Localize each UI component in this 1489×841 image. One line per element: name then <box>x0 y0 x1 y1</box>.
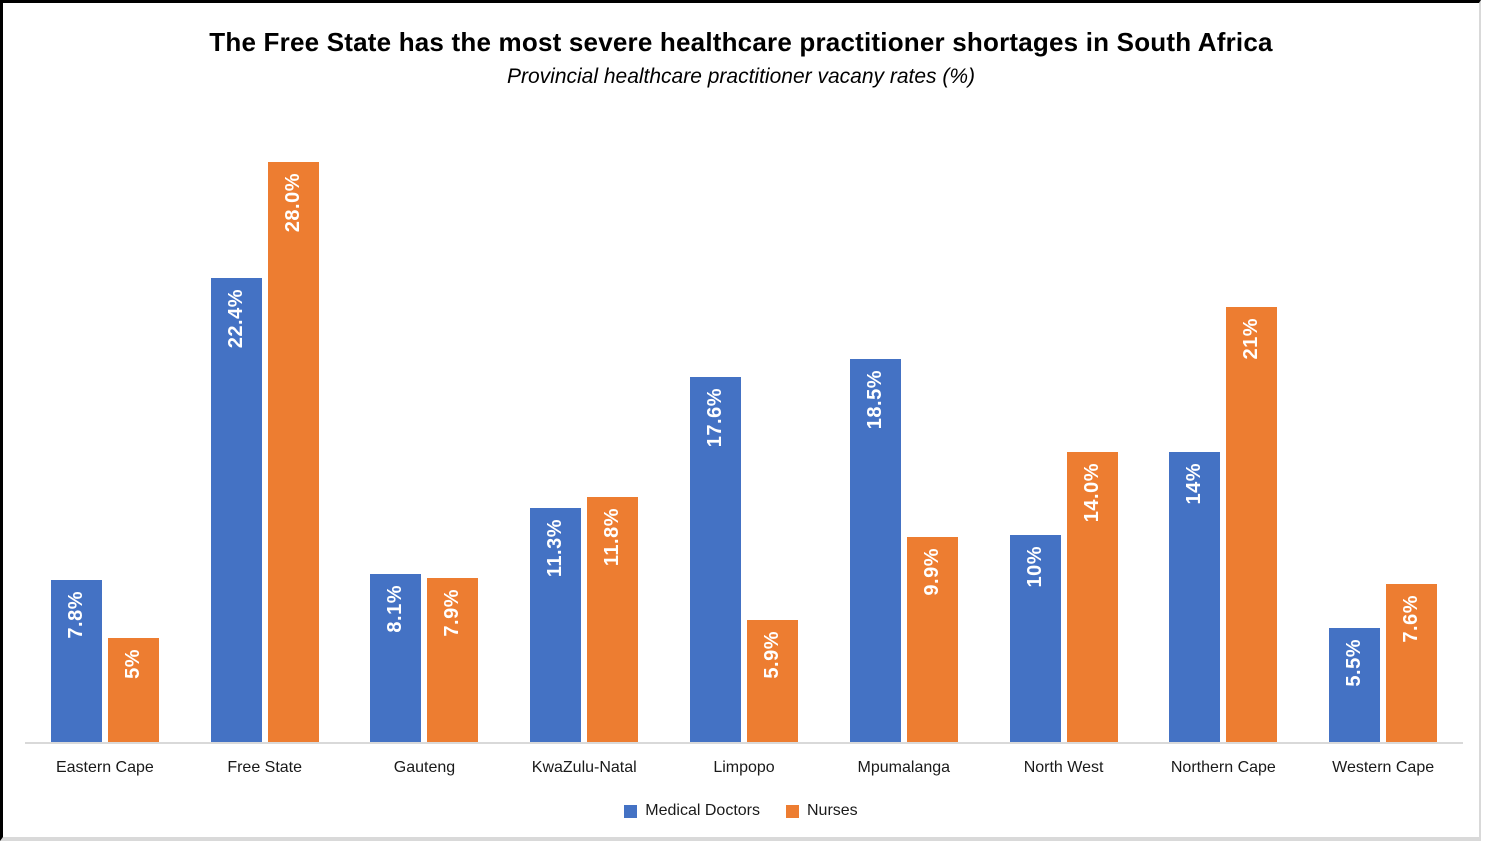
category-label-limpopo: Limpopo <box>713 759 775 776</box>
bar-nurses-north-west: 14.0% <box>1066 452 1118 742</box>
legend: Medical Doctors Nurses <box>3 802 1479 820</box>
bar-data-label: 14.0% <box>1080 463 1103 523</box>
bar-data-label: 28.0% <box>281 173 304 233</box>
bar-nurses-gauteng: 7.9% <box>427 578 479 742</box>
bar-nurses-eastern-cape: 5% <box>107 638 159 742</box>
bar-data-label: 5.5% <box>1343 639 1366 687</box>
bar-data-label: 22.4% <box>224 289 247 349</box>
bar-data-label: 5% <box>121 649 144 679</box>
bar-data-label: 8.1% <box>384 585 407 633</box>
bar-nurses-kwazulu-natal: 11.8% <box>587 497 639 742</box>
bar-medical-doctors-gauteng: 8.1% <box>370 574 422 742</box>
chart-title: The Free State has the most severe healt… <box>209 27 1273 57</box>
bar-data-label: 11.8% <box>601 508 624 567</box>
bar-medical-doctors-eastern-cape: 7.8% <box>50 580 102 742</box>
bar-group-free-state: 22.4% 28.0% <box>185 112 345 742</box>
legend-item-nurses: Nurses <box>786 802 858 820</box>
bar-data-label: 7.6% <box>1400 595 1423 643</box>
bar-group-gauteng: 8.1% 7.9% <box>345 112 505 742</box>
category-label-gauteng: Gauteng <box>393 759 456 776</box>
category-label-kwazulu-natal: KwaZulu-Natal <box>531 759 637 776</box>
legend-swatch-icon <box>624 804 638 818</box>
category-axis: Eastern Cape Free State Gauteng KwaZulu-Nat… <box>25 759 1463 777</box>
legend-label: Medical Doctors <box>645 802 760 819</box>
bar-data-label: 9.9% <box>920 548 943 596</box>
bar-medical-doctors-kwazulu-natal: 11.3% <box>530 508 582 742</box>
bar-medical-doctors-mpumalanga: 18.5% <box>849 359 901 742</box>
bar-data-label: 5.9% <box>761 631 784 679</box>
bar-nurses-mpumalanga: 9.9% <box>906 537 958 742</box>
bar-medical-doctors-free-state: 22.4% <box>210 278 262 742</box>
bar-group-eastern-cape: 7.8% 5% <box>25 112 185 742</box>
legend-item-medical-doctors: Medical Doctors <box>624 802 760 820</box>
bar-medical-doctors-northern-cape: 14% <box>1169 452 1221 742</box>
bar-data-label: 11.3% <box>544 519 567 578</box>
bar-data-label: 7.9% <box>441 589 464 637</box>
category-label-northern-cape: Northern Cape <box>1170 759 1276 776</box>
bar-nurses-free-state: 28.0% <box>267 162 319 742</box>
bar-data-label: 21% <box>1240 318 1263 360</box>
bar-group-north-west: 10% 14.0% <box>984 112 1144 742</box>
bar-data-label: 18.5% <box>863 370 886 430</box>
bar-data-label: 14% <box>1183 463 1206 505</box>
bar-nurses-limpopo: 5.9% <box>747 620 799 742</box>
bar-nurses-western-cape: 7.6% <box>1386 584 1438 742</box>
bar-group-western-cape: 5.5% 7.6% <box>1303 112 1463 742</box>
plot-area: 7.8% 5% 22.4% 28.0% 8.1% 7.9% 11.3% 11.8% 17.6% 5… <box>25 112 1463 744</box>
bar-group-limpopo: 17.6% 5.9% <box>664 112 824 742</box>
bar-data-label: 10% <box>1023 546 1046 588</box>
bar-group-mpumalanga: 18.5% 9.9% <box>824 112 984 742</box>
category-label-north-west: North West <box>1023 759 1104 776</box>
legend-swatch-icon <box>786 804 799 818</box>
bar-medical-doctors-north-west: 10% <box>1009 535 1061 742</box>
category-label-mpumalanga: Mpumalanga <box>857 759 951 776</box>
bar-medical-doctors-western-cape: 5.5% <box>1329 628 1381 742</box>
category-label-eastern-cape: Eastern Cape <box>55 759 154 776</box>
bar-data-label: 7.8% <box>64 591 87 639</box>
bar-medical-doctors-limpopo: 17.6% <box>690 377 742 742</box>
bar-nurses-northern-cape: 21% <box>1226 307 1278 742</box>
bar-group-kwazulu-natal: 11.3% 11.8% <box>504 112 664 742</box>
chart-subtitle: Provincial healthcare practitioner vacan… <box>506 65 976 88</box>
bar-group-northern-cape: 14% 21% <box>1143 112 1303 742</box>
bar-data-label: 17.6% <box>704 388 727 448</box>
category-label-western-cape: Western Cape <box>1332 759 1435 776</box>
legend-label: Nurses <box>807 802 858 819</box>
category-label-free-state: Free State <box>227 759 303 776</box>
